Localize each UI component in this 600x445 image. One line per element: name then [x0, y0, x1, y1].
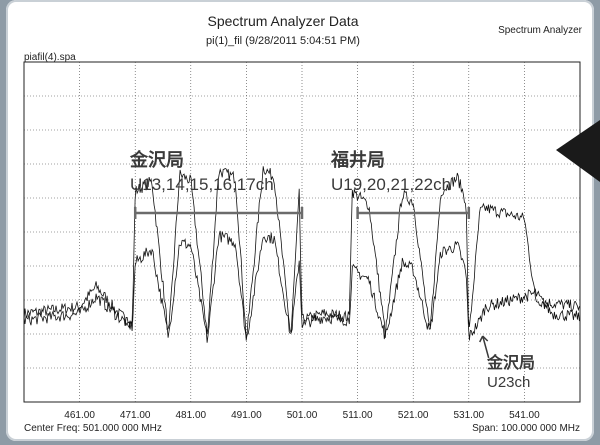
- trace-line-1: [23, 166, 580, 341]
- annotation-bracket: [356, 207, 471, 219]
- x-tick-labels: 461.00 471.00 481.00 491.00 501.00 511.00 521.…: [64, 410, 540, 421]
- x-tick-label: 541.00: [509, 410, 540, 421]
- annotation-kanazawa-main: 金沢局 U13,14,15,16,17ch: [129, 149, 304, 219]
- center-frequency: Center Freq: 501.000 000 MHz: [24, 423, 162, 434]
- x-tick-label: 531.00: [454, 410, 485, 421]
- annotation-kanazawa-u23: 金沢局 U23ch: [479, 335, 535, 391]
- annotation-fukui: 福井局 U19,20,21,22ch: [330, 149, 471, 219]
- file-name: piafil(4).spa: [24, 52, 76, 63]
- annotation-station-label: 福井局: [330, 149, 385, 171]
- annotation-channels-label: U19,20,21,22ch: [331, 175, 451, 194]
- trace-line-2: [23, 230, 580, 343]
- app-name: Spectrum Analyzer: [498, 25, 583, 36]
- x-tick-label: 481.00: [176, 410, 207, 421]
- annotation-station-label: 金沢局: [129, 149, 184, 171]
- annotation-bracket: [133, 207, 304, 219]
- plot-area: [23, 61, 581, 403]
- annotation-arrow: [479, 335, 490, 359]
- annotation-channels-label: U23ch: [487, 374, 530, 391]
- collapse-arrow-icon[interactable]: [556, 120, 600, 182]
- x-tick-label: 471.00: [120, 410, 151, 421]
- annotation-station-label: 金沢局: [486, 353, 535, 372]
- span-value: Span: 100.000 000 MHz: [472, 423, 580, 434]
- x-tick-label: 491.00: [231, 410, 262, 421]
- chart-subtitle: pi(1)_fil (9/28/2011 5:04:51 PM): [206, 35, 360, 47]
- x-tick-label: 511.00: [343, 410, 373, 421]
- x-tick-label: 501.00: [287, 410, 318, 421]
- trace-lines: [23, 166, 580, 343]
- annotation-channels-label: U13,14,15,16,17ch: [130, 175, 274, 194]
- x-tick-label: 521.00: [398, 410, 429, 421]
- x-tick-label: 461.00: [64, 410, 95, 421]
- chart-title: Spectrum Analyzer Data: [208, 13, 359, 29]
